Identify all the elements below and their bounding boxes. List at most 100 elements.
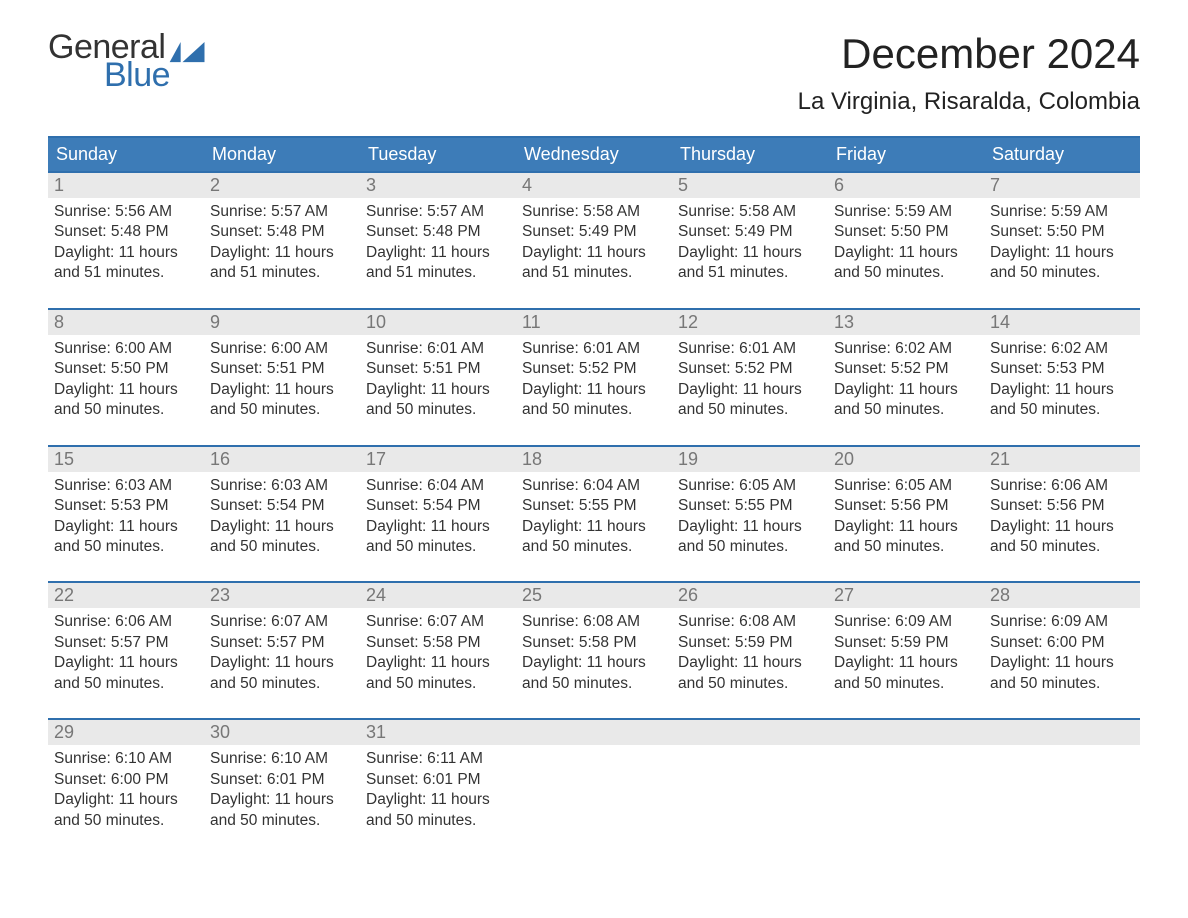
daylight-text: and 51 minutes. bbox=[678, 263, 822, 283]
daylight-text: and 51 minutes. bbox=[54, 263, 198, 283]
daylight-text: and 50 minutes. bbox=[990, 537, 1134, 557]
day-number-row: 293031 bbox=[48, 720, 1140, 745]
day-number: 24 bbox=[360, 583, 516, 608]
daylight-text: and 50 minutes. bbox=[366, 537, 510, 557]
sunrise-text: Sunrise: 5:57 AM bbox=[210, 202, 354, 222]
sunset-text: Sunset: 5:56 PM bbox=[990, 496, 1134, 516]
sunset-text: Sunset: 5:53 PM bbox=[54, 496, 198, 516]
sunset-text: Sunset: 5:48 PM bbox=[210, 222, 354, 242]
day-number-row: 22232425262728 bbox=[48, 583, 1140, 608]
day-number: 22 bbox=[48, 583, 204, 608]
sunrise-text: Sunrise: 5:57 AM bbox=[366, 202, 510, 222]
sunrise-text: Sunrise: 6:05 AM bbox=[834, 476, 978, 496]
day-cell: Sunrise: 6:05 AMSunset: 5:55 PMDaylight:… bbox=[672, 472, 828, 558]
day-number bbox=[828, 720, 984, 745]
daylight-text: Daylight: 11 hours bbox=[678, 517, 822, 537]
day-cell: Sunrise: 6:04 AMSunset: 5:54 PMDaylight:… bbox=[360, 472, 516, 558]
day-cell bbox=[984, 745, 1140, 831]
sunrise-text: Sunrise: 6:03 AM bbox=[210, 476, 354, 496]
day-cell: Sunrise: 6:01 AMSunset: 5:52 PMDaylight:… bbox=[516, 335, 672, 421]
day-number: 31 bbox=[360, 720, 516, 745]
day-number bbox=[984, 720, 1140, 745]
sunrise-text: Sunrise: 6:08 AM bbox=[522, 612, 666, 632]
sunset-text: Sunset: 5:52 PM bbox=[522, 359, 666, 379]
daylight-text: and 50 minutes. bbox=[678, 674, 822, 694]
daylight-text: and 50 minutes. bbox=[210, 674, 354, 694]
sunset-text: Sunset: 6:01 PM bbox=[210, 770, 354, 790]
day-cell bbox=[828, 745, 984, 831]
day-number: 23 bbox=[204, 583, 360, 608]
day-cell: Sunrise: 6:00 AMSunset: 5:50 PMDaylight:… bbox=[48, 335, 204, 421]
daylight-text: Daylight: 11 hours bbox=[54, 790, 198, 810]
daylight-text: and 50 minutes. bbox=[54, 537, 198, 557]
weekday-header: Monday bbox=[204, 138, 360, 171]
day-number: 3 bbox=[360, 173, 516, 198]
sunset-text: Sunset: 5:53 PM bbox=[990, 359, 1134, 379]
sunset-text: Sunset: 5:56 PM bbox=[834, 496, 978, 516]
sunset-text: Sunset: 5:55 PM bbox=[522, 496, 666, 516]
sunset-text: Sunset: 5:59 PM bbox=[678, 633, 822, 653]
daylight-text: Daylight: 11 hours bbox=[522, 653, 666, 673]
daylight-text: Daylight: 11 hours bbox=[990, 243, 1134, 263]
daylight-text: and 50 minutes. bbox=[366, 811, 510, 831]
daylight-text: and 50 minutes. bbox=[366, 674, 510, 694]
day-number: 11 bbox=[516, 310, 672, 335]
sunrise-text: Sunrise: 5:59 AM bbox=[834, 202, 978, 222]
daylight-text: and 50 minutes. bbox=[990, 400, 1134, 420]
day-number: 20 bbox=[828, 447, 984, 472]
day-number: 1 bbox=[48, 173, 204, 198]
daylight-text: and 50 minutes. bbox=[834, 400, 978, 420]
daylight-text: Daylight: 11 hours bbox=[366, 653, 510, 673]
day-number-row: 15161718192021 bbox=[48, 447, 1140, 472]
day-number bbox=[672, 720, 828, 745]
weekday-header: Wednesday bbox=[516, 138, 672, 171]
day-number: 10 bbox=[360, 310, 516, 335]
sunset-text: Sunset: 5:49 PM bbox=[522, 222, 666, 242]
sunset-text: Sunset: 5:57 PM bbox=[54, 633, 198, 653]
day-number: 13 bbox=[828, 310, 984, 335]
sunrise-text: Sunrise: 6:01 AM bbox=[366, 339, 510, 359]
weekday-header: Thursday bbox=[672, 138, 828, 171]
day-number: 17 bbox=[360, 447, 516, 472]
daylight-text: Daylight: 11 hours bbox=[366, 380, 510, 400]
sunrise-text: Sunrise: 6:09 AM bbox=[834, 612, 978, 632]
calendar: SundayMondayTuesdayWednesdayThursdayFrid… bbox=[48, 136, 1140, 831]
daylight-text: Daylight: 11 hours bbox=[210, 243, 354, 263]
daylight-text: and 50 minutes. bbox=[834, 263, 978, 283]
sunset-text: Sunset: 5:54 PM bbox=[366, 496, 510, 516]
day-number: 27 bbox=[828, 583, 984, 608]
sunset-text: Sunset: 5:52 PM bbox=[834, 359, 978, 379]
sunset-text: Sunset: 6:00 PM bbox=[990, 633, 1134, 653]
daylight-text: and 50 minutes. bbox=[522, 400, 666, 420]
daylight-text: Daylight: 11 hours bbox=[54, 243, 198, 263]
sunset-text: Sunset: 6:00 PM bbox=[54, 770, 198, 790]
daylight-text: Daylight: 11 hours bbox=[54, 517, 198, 537]
sunrise-text: Sunrise: 6:01 AM bbox=[678, 339, 822, 359]
day-cell: Sunrise: 6:05 AMSunset: 5:56 PMDaylight:… bbox=[828, 472, 984, 558]
daylight-text: and 51 minutes. bbox=[366, 263, 510, 283]
sunset-text: Sunset: 5:48 PM bbox=[366, 222, 510, 242]
sunrise-text: Sunrise: 6:07 AM bbox=[366, 612, 510, 632]
day-number: 30 bbox=[204, 720, 360, 745]
day-cell: Sunrise: 5:58 AMSunset: 5:49 PMDaylight:… bbox=[672, 198, 828, 284]
daylight-text: Daylight: 11 hours bbox=[834, 517, 978, 537]
daylight-text: and 50 minutes. bbox=[678, 537, 822, 557]
sunset-text: Sunset: 5:51 PM bbox=[210, 359, 354, 379]
day-number: 18 bbox=[516, 447, 672, 472]
day-number: 7 bbox=[984, 173, 1140, 198]
daylight-text: Daylight: 11 hours bbox=[678, 243, 822, 263]
sunrise-text: Sunrise: 6:02 AM bbox=[834, 339, 978, 359]
day-cell: Sunrise: 6:04 AMSunset: 5:55 PMDaylight:… bbox=[516, 472, 672, 558]
sunset-text: Sunset: 5:50 PM bbox=[990, 222, 1134, 242]
sunset-text: Sunset: 5:52 PM bbox=[678, 359, 822, 379]
calendar-week: 15161718192021 Sunrise: 6:03 AM Sunset: 5:… bbox=[48, 445, 1140, 558]
day-number: 15 bbox=[48, 447, 204, 472]
day-number: 6 bbox=[828, 173, 984, 198]
day-number-row: 891011121314 bbox=[48, 310, 1140, 335]
day-cell: Sunrise: 6:02 AMSunset: 5:52 PMDaylight:… bbox=[828, 335, 984, 421]
daylight-text: Daylight: 11 hours bbox=[990, 380, 1134, 400]
daylight-text: Daylight: 11 hours bbox=[210, 653, 354, 673]
daylight-text: and 50 minutes. bbox=[54, 811, 198, 831]
daylight-text: Daylight: 11 hours bbox=[522, 517, 666, 537]
daylight-text: Daylight: 11 hours bbox=[834, 653, 978, 673]
